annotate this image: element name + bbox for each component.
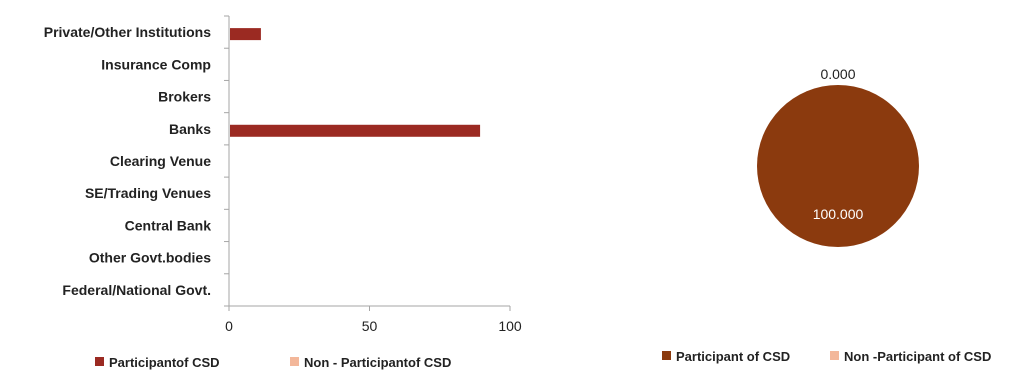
pie-data-label: 0.000 bbox=[820, 66, 855, 82]
category-label: SE/Trading Venues bbox=[85, 185, 211, 201]
legend-swatch bbox=[290, 357, 299, 366]
legend-swatch bbox=[830, 351, 839, 360]
category-label: Brokers bbox=[158, 89, 211, 105]
pie-chart: 100.000 0.000 bbox=[757, 66, 919, 247]
legend-label: Non -Participant of CSD bbox=[844, 349, 991, 364]
bar-chart: Private/Other Institutions Insurance Comp… bbox=[44, 15, 522, 334]
legend-label: Participantof CSD bbox=[109, 355, 220, 370]
category-label: Private/Other Institutions bbox=[44, 24, 211, 40]
bar-participant bbox=[230, 124, 481, 137]
category-label: Federal/National Govt. bbox=[62, 282, 211, 298]
bar-participant bbox=[230, 28, 261, 41]
legend-swatch bbox=[95, 357, 104, 366]
category-label: Insurance Comp bbox=[101, 56, 211, 72]
category-label: Other Govt.bodies bbox=[89, 250, 211, 266]
x-tick-label: 50 bbox=[362, 318, 378, 334]
legend-swatch bbox=[662, 351, 671, 360]
pie-chart-legend: Participant of CSD Non -Participant of CS… bbox=[662, 349, 991, 364]
legend-label: Participant of CSD bbox=[676, 349, 790, 364]
pie-data-label: 100.000 bbox=[813, 206, 864, 222]
category-label: Banks bbox=[169, 121, 211, 137]
legend-label: Non - Participantof CSD bbox=[304, 355, 451, 370]
category-label: Central Bank bbox=[125, 217, 212, 233]
pie-slice bbox=[757, 85, 919, 247]
bar-chart-legend: Participantof CSD Non - Participantof CSD bbox=[95, 355, 451, 370]
x-tick-label: 0 bbox=[225, 318, 233, 334]
category-label: Clearing Venue bbox=[110, 153, 211, 169]
x-tick-label: 100 bbox=[498, 318, 522, 334]
